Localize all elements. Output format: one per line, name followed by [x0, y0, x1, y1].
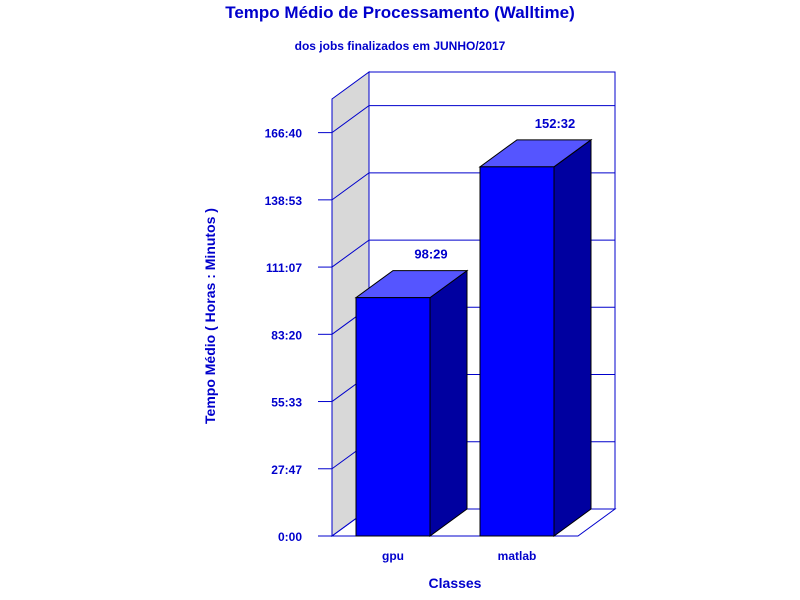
- y-tick-label: 0:00: [278, 530, 302, 544]
- plot-area: 0:00 27:47 55:33 83:20 111:07 138:53 166:40 98:…: [265, 71, 617, 563]
- bar-matlab: [479, 166, 555, 537]
- y-tick-label: 55:33: [271, 396, 302, 410]
- chart-subtitle: dos jobs finalizados em JUNHO/2017: [295, 39, 506, 53]
- bar-gpu: [355, 297, 431, 537]
- bar-value-label: 98:29: [414, 247, 447, 262]
- bar-side: [553, 138, 592, 537]
- y-tick-label: 83:20: [271, 328, 302, 342]
- y-tick-label: 138:53: [265, 194, 303, 208]
- x-axis-label: Classes: [429, 575, 482, 591]
- x-tick-label: matlab: [498, 549, 537, 563]
- bar-side: [429, 269, 468, 537]
- y-tick-label: 166:40: [265, 127, 303, 141]
- x-tick-label: gpu: [382, 549, 404, 563]
- y-tick-label: 111:07: [266, 261, 302, 275]
- gridline: [331, 105, 615, 134]
- y-tick-label: 27:47: [271, 463, 302, 477]
- chart-title: Tempo Médio de Processamento (Walltime): [225, 3, 575, 22]
- bar-value-label: 152:32: [535, 116, 575, 131]
- y-axis-label: Tempo Médio ( Horas : Minutos ): [202, 208, 218, 424]
